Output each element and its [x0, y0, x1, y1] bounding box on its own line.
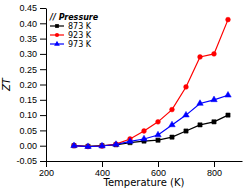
- point: [212, 120, 216, 124]
- tick-label: -0.05: [16, 156, 37, 166]
- tick-label: 0.35: [19, 34, 37, 44]
- legend-label: 973 K: [68, 40, 92, 49]
- point: [170, 135, 174, 139]
- tick-label: 0.25: [19, 65, 37, 75]
- tick: 800: [207, 161, 222, 178]
- tick-mark: [40, 23, 46, 24]
- tick-label: 200: [39, 168, 54, 178]
- point: [170, 107, 175, 112]
- tick: 0.10: [19, 110, 46, 120]
- tick-label: 0.15: [19, 95, 37, 105]
- tick-mark: [40, 85, 46, 86]
- point: [225, 91, 231, 97]
- tick-mark: [40, 115, 46, 116]
- y-axis: -0.05 0.00 0.05 0.10 0.15 0.20 0.25 0.30 0.35 0.4…: [16, 3, 46, 166]
- point: [169, 121, 175, 127]
- series: [71, 91, 231, 148]
- tick-mark: [158, 161, 159, 167]
- tick-mark: [40, 130, 46, 131]
- point: [184, 85, 189, 90]
- legend-label: 923 K: [68, 31, 92, 40]
- tick: 0.00: [19, 141, 46, 151]
- point: [156, 138, 160, 142]
- x-axis-line: [47, 161, 243, 162]
- legend-item: 973 K: [50, 40, 92, 49]
- point: [156, 119, 161, 124]
- tick-label: 0.40: [19, 19, 37, 29]
- y-axis-line: [46, 9, 47, 162]
- tick-mark: [40, 161, 46, 162]
- legend-label: 873 K: [68, 22, 92, 31]
- tick-mark: [40, 54, 46, 55]
- tick-label: 0.10: [19, 110, 37, 120]
- tick: 0.15: [19, 95, 46, 105]
- tick-label: 0.20: [19, 80, 37, 90]
- tick-mark: [46, 161, 47, 167]
- legend-item: 873 K: [50, 22, 92, 31]
- legend-item: 923 K: [50, 31, 92, 40]
- tick-label: 800: [207, 168, 222, 178]
- line: [74, 95, 228, 146]
- chart: 200 400 600 800 -0.05 0.00 0.05 0.10 0.15 0.20 0.2…: [0, 0, 252, 189]
- plot: 200 400 600 800 -0.05 0.00 0.05 0.10 0.15 0.20 0.2…: [16, 3, 242, 178]
- tick: 400: [95, 161, 110, 178]
- x-axis-title: Temperature (K): [103, 177, 185, 188]
- tick-mark: [40, 146, 46, 147]
- tick: 0.05: [19, 126, 46, 136]
- point: [85, 143, 91, 149]
- series: [72, 17, 231, 149]
- x-axis: 200 400 600 800: [39, 161, 243, 178]
- legend: // Pressure873 K923 K973 K: [49, 13, 99, 49]
- line: [74, 115, 228, 146]
- tick: -0.05: [16, 156, 46, 166]
- series: [72, 113, 230, 148]
- tick-mark: [102, 161, 103, 167]
- tick-mark: [40, 69, 46, 70]
- point: [99, 142, 105, 148]
- tick: 600: [151, 161, 166, 178]
- tick-label: 0.05: [19, 126, 37, 136]
- point: [198, 123, 202, 127]
- tick-mark: [40, 100, 46, 101]
- point: [211, 96, 217, 102]
- y-axis-title: ZT: [1, 77, 12, 92]
- point: [197, 100, 203, 106]
- tick: 200: [39, 161, 54, 178]
- point: [155, 131, 161, 137]
- point: [141, 135, 147, 141]
- tick-mark: [214, 161, 215, 167]
- line: [74, 20, 228, 147]
- tick: 0.45: [19, 3, 46, 13]
- tick: 0.20: [19, 80, 46, 90]
- tick: 0.30: [19, 49, 46, 59]
- point: [226, 113, 230, 117]
- point: [184, 129, 188, 133]
- point: [142, 129, 147, 134]
- legend-marker: [55, 33, 59, 37]
- tick-label: 0.45: [19, 3, 37, 13]
- legend-marker: [55, 24, 59, 28]
- tick: 0.35: [19, 34, 46, 44]
- point: [113, 141, 119, 147]
- point: [198, 55, 203, 60]
- point: [212, 52, 217, 57]
- tick-mark: [40, 8, 46, 9]
- legend-title: // Pressure: [49, 13, 99, 22]
- point: [226, 17, 231, 22]
- point: [127, 138, 133, 144]
- tick-mark: [40, 39, 46, 40]
- tick-label: 0.30: [19, 49, 37, 59]
- point: [71, 142, 77, 148]
- tick: 0.25: [19, 65, 46, 75]
- tick-label: 0.00: [19, 141, 37, 151]
- marks: [71, 17, 231, 149]
- point: [183, 111, 189, 117]
- legend-marker: [54, 41, 60, 46]
- tick: 0.40: [19, 19, 46, 29]
